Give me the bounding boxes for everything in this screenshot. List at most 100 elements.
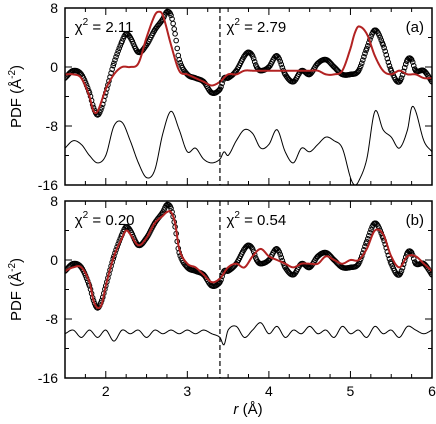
x-tick-label: 3 (183, 383, 191, 399)
data-point (365, 42, 371, 49)
data-point (174, 45, 181, 52)
y-axis-label-main: PDF (Å (8, 272, 25, 321)
data-point (171, 26, 177, 32)
chi-square-annotation: χ2 = 2.79 (226, 17, 286, 36)
data-point (168, 205, 174, 212)
chi-value: = 0.20 (88, 212, 134, 229)
data-point (429, 78, 432, 85)
data-point (113, 54, 119, 60)
data-point (398, 268, 405, 274)
chi-value: = 2.11 (88, 19, 133, 36)
data-point (360, 57, 366, 63)
data-point (385, 59, 392, 66)
data-point (401, 64, 408, 71)
chi-square-annotation: χ2 = 2.11 (75, 17, 134, 36)
x-tick-label: 5 (347, 383, 355, 399)
series-difference (65, 322, 432, 346)
data-point (116, 45, 123, 52)
series-line-fit (65, 210, 432, 310)
x-axis-label: r (Å) (233, 401, 262, 418)
chi-symbol: χ (226, 212, 234, 229)
data-point (358, 60, 365, 67)
chi-exponent: 2 (83, 210, 89, 221)
data-point (277, 58, 284, 65)
y-tick-label: 0 (50, 59, 58, 75)
y-axis-label-end: ) (8, 65, 25, 70)
y-tick-label: -16 (38, 370, 58, 386)
chi-symbol: χ (75, 19, 83, 36)
x-axis-label-unit: (Å) (238, 401, 262, 418)
data-point (377, 34, 384, 41)
data-point (358, 253, 365, 260)
chi-square-annotation: χ2 = 0.54 (226, 210, 286, 229)
data-point (176, 56, 182, 63)
data-point (249, 246, 256, 252)
data-point (386, 62, 393, 69)
data-point (250, 55, 257, 62)
data-point (429, 271, 432, 278)
data-point (367, 229, 373, 236)
data-point (363, 45, 370, 52)
series-difference (65, 105, 432, 185)
data-point (398, 75, 405, 81)
data-point (278, 254, 285, 261)
chi-exponent: 2 (234, 210, 240, 221)
y-axis-label-main: PDF (Å (8, 79, 25, 128)
data-point (381, 44, 387, 51)
chi-value: = 2.79 (240, 19, 286, 36)
y-tick-label: -8 (46, 118, 59, 134)
data-point (115, 48, 121, 54)
data-point (249, 53, 256, 59)
data-point (218, 84, 224, 90)
series-line-difference (65, 105, 432, 185)
x-axis-label-italic: r (233, 401, 239, 418)
y-axis-label: PDF (Å-2) (7, 65, 25, 128)
data-point (168, 12, 174, 19)
data-point (361, 53, 367, 60)
panel-label: (b) (406, 212, 424, 229)
x-tick-label: 6 (428, 383, 436, 399)
data-point (108, 70, 114, 76)
data-point (402, 61, 409, 67)
data-point (380, 42, 386, 48)
chi-value: = 0.54 (240, 212, 286, 229)
y-axis-label-sup: -2 (7, 263, 18, 272)
data-point (368, 226, 374, 233)
data-point (251, 58, 258, 65)
data-point (278, 61, 285, 68)
data-point (114, 51, 120, 57)
data-point (384, 55, 391, 62)
data-point (362, 50, 368, 57)
y-tick-label: 8 (50, 0, 58, 16)
data-point (383, 52, 390, 58)
y-axis-label: PDF (Å-2) (7, 258, 25, 321)
chi-exponent: 2 (83, 17, 89, 28)
data-point (111, 60, 117, 67)
data-point (409, 59, 416, 65)
data-point (377, 227, 384, 234)
data-point (357, 63, 364, 69)
chi-symbol: χ (226, 19, 234, 36)
data-point (173, 37, 179, 44)
data-point (172, 31, 178, 37)
chi-symbol: χ (75, 212, 83, 229)
chi-square-annotation: χ2 = 0.20 (75, 210, 135, 229)
series-fit (65, 10, 432, 115)
data-point (410, 62, 417, 69)
data-point (382, 48, 388, 54)
y-tick-label: 8 (50, 193, 58, 209)
data-point (177, 60, 184, 66)
x-tick-label: 2 (102, 383, 110, 399)
panel-label: (a) (406, 19, 424, 36)
data-point (276, 56, 282, 62)
series-line-fit (65, 10, 432, 115)
y-tick-label: -8 (46, 311, 59, 327)
series-line-difference (65, 322, 432, 346)
series-fit (65, 210, 432, 310)
data-point (170, 20, 176, 27)
y-tick-label: 0 (50, 252, 58, 268)
x-tick-label: 4 (265, 383, 273, 399)
